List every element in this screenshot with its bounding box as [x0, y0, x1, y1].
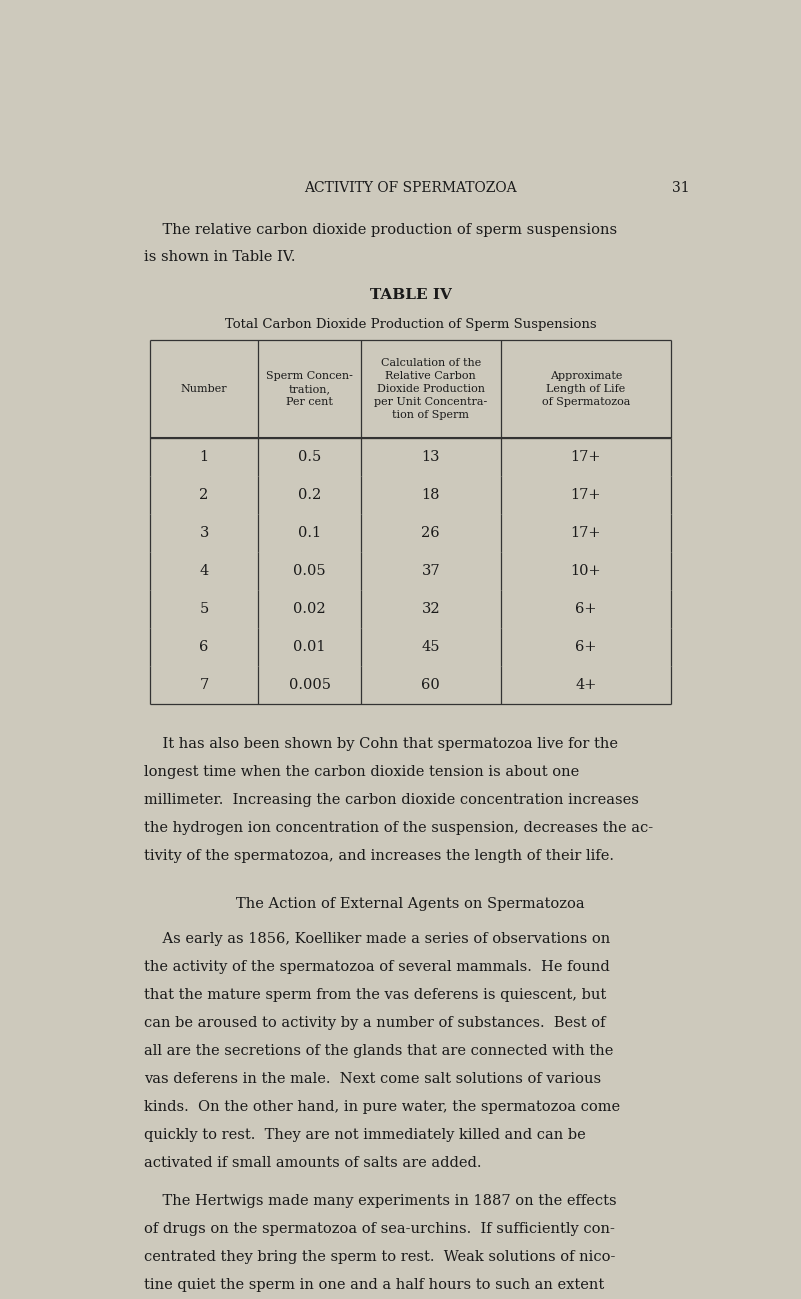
Text: 5: 5	[199, 601, 209, 616]
Text: Total Carbon Dioxide Production of Sperm Suspensions: Total Carbon Dioxide Production of Sperm…	[225, 318, 596, 331]
Text: 60: 60	[421, 678, 440, 692]
Text: Dioxide Production: Dioxide Production	[376, 385, 485, 394]
Text: 45: 45	[421, 640, 440, 653]
Text: tration,: tration,	[288, 385, 331, 394]
Text: As early as 1856, Koelliker made a series of observations on: As early as 1856, Koelliker made a serie…	[143, 933, 610, 946]
Text: 17+: 17+	[570, 488, 601, 501]
Text: 2: 2	[199, 488, 209, 501]
Text: centrated they bring the sperm to rest.  Weak solutions of nico-: centrated they bring the sperm to rest. …	[143, 1250, 615, 1264]
Text: 7: 7	[199, 678, 209, 692]
Text: 32: 32	[421, 601, 440, 616]
Text: 13: 13	[421, 449, 440, 464]
Text: of drugs on the spermatozoa of sea-urchins.  If sufficiently con-: of drugs on the spermatozoa of sea-urchi…	[143, 1222, 614, 1237]
Text: tine quiet the sperm in one and a half hours to such an extent: tine quiet the sperm in one and a half h…	[143, 1278, 604, 1293]
Text: all are the secretions of the glands that are connected with the: all are the secretions of the glands tha…	[143, 1044, 613, 1059]
Text: 0.005: 0.005	[288, 678, 331, 692]
Text: 0.2: 0.2	[298, 488, 321, 501]
Text: the hydrogen ion concentration of the suspension, decreases the ac-: the hydrogen ion concentration of the su…	[143, 821, 653, 835]
Text: Calculation of the: Calculation of the	[380, 359, 481, 368]
Text: per Unit Concentra-: per Unit Concentra-	[374, 397, 487, 407]
Text: Relative Carbon: Relative Carbon	[385, 372, 476, 381]
Text: of Spermatozoa: of Spermatozoa	[541, 397, 630, 407]
Text: 0.01: 0.01	[293, 640, 326, 653]
Text: 0.1: 0.1	[298, 526, 321, 540]
Text: The relative carbon dioxide production of sperm suspensions: The relative carbon dioxide production o…	[143, 223, 617, 236]
Text: Length of Life: Length of Life	[546, 385, 626, 394]
Text: 37: 37	[421, 564, 440, 578]
Text: quickly to rest.  They are not immediately killed and can be: quickly to rest. They are not immediatel…	[143, 1128, 586, 1142]
Text: 17+: 17+	[570, 449, 601, 464]
Text: TABLE IV: TABLE IV	[369, 288, 452, 301]
Text: longest time when the carbon dioxide tension is about one: longest time when the carbon dioxide ten…	[143, 765, 579, 779]
Text: the activity of the spermatozoa of several mammals.  He found: the activity of the spermatozoa of sever…	[143, 960, 610, 974]
Text: vas deferens in the male.  Next come salt solutions of various: vas deferens in the male. Next come salt…	[143, 1072, 601, 1086]
Text: Per cent: Per cent	[286, 397, 333, 407]
Text: 0.05: 0.05	[293, 564, 326, 578]
Text: 1: 1	[199, 449, 209, 464]
Text: 4: 4	[199, 564, 209, 578]
Text: It has also been shown by Cohn that spermatozoa live for the: It has also been shown by Cohn that sper…	[143, 737, 618, 751]
Text: Sperm Concen-: Sperm Concen-	[266, 372, 353, 381]
Text: The Hertwigs made many experiments in 1887 on the effects: The Hertwigs made many experiments in 18…	[143, 1194, 616, 1208]
Text: can be aroused to activity by a number of substances.  Best of: can be aroused to activity by a number o…	[143, 1016, 605, 1030]
Text: millimeter.  Increasing the carbon dioxide concentration increases: millimeter. Increasing the carbon dioxid…	[143, 792, 638, 807]
Text: that the mature sperm from the vas deferens is quiescent, but: that the mature sperm from the vas defer…	[143, 989, 606, 1002]
Text: The Action of External Agents on Spermatozoa: The Action of External Agents on Spermat…	[236, 898, 585, 911]
Text: 6: 6	[199, 640, 209, 653]
Text: 6+: 6+	[575, 601, 597, 616]
Text: tion of Sperm: tion of Sperm	[392, 410, 469, 420]
Text: 26: 26	[421, 526, 440, 540]
Text: 10+: 10+	[570, 564, 602, 578]
Text: 0.02: 0.02	[293, 601, 326, 616]
Text: is shown in Table IV.: is shown in Table IV.	[143, 249, 295, 264]
Text: 18: 18	[421, 488, 440, 501]
Text: 4+: 4+	[575, 678, 597, 692]
Text: kinds.  On the other hand, in pure water, the spermatozoa come: kinds. On the other hand, in pure water,…	[143, 1100, 620, 1115]
Text: ACTIVITY OF SPERMATOZOA: ACTIVITY OF SPERMATOZOA	[304, 181, 517, 195]
Text: tivity of the spermatozoa, and increases the length of their life.: tivity of the spermatozoa, and increases…	[143, 850, 614, 863]
Text: 0.5: 0.5	[298, 449, 321, 464]
Text: 3: 3	[199, 526, 209, 540]
Text: Approximate: Approximate	[549, 372, 622, 381]
Text: 31: 31	[672, 181, 690, 195]
Text: activated if small amounts of salts are added.: activated if small amounts of salts are …	[143, 1156, 481, 1170]
Text: Number: Number	[181, 385, 227, 394]
Text: 6+: 6+	[575, 640, 597, 653]
Text: 17+: 17+	[570, 526, 601, 540]
